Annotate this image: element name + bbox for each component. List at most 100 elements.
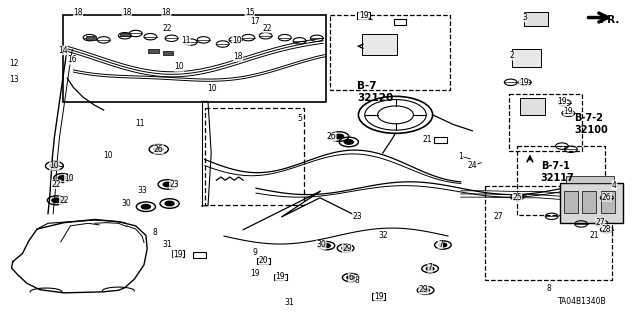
Circle shape [344,140,353,144]
Text: 27: 27 [493,212,503,221]
Text: 8: 8 [355,276,360,285]
Text: 19: 19 [374,292,384,300]
Bar [330,15,450,90]
Text: 22: 22 [52,180,61,189]
Text: 18: 18 [234,52,243,61]
Bar [520,98,545,115]
Bar [512,49,541,67]
Text: 32: 32 [378,231,388,240]
Text: 31: 31 [163,241,173,249]
Text: 23: 23 [169,180,179,189]
Text: 27: 27 [595,218,605,227]
Text: 19: 19 [358,11,369,20]
Text: TA04B1340B: TA04B1340B [558,297,607,306]
Text: 30: 30 [316,241,326,249]
Text: B-7
32120: B-7 32120 [357,81,394,103]
Bar [524,12,548,26]
Text: 17: 17 [250,17,260,26]
Bar [601,191,615,213]
Text: 28: 28 [602,225,611,234]
Text: 22: 22 [163,24,172,33]
Text: 19: 19 [518,78,529,87]
Bar [372,293,385,300]
Text: 1: 1 [458,152,463,161]
Text: 26: 26 [154,145,164,154]
Text: 10: 10 [102,151,113,160]
Text: 10: 10 [207,84,218,93]
Bar [148,49,159,53]
Text: 30: 30 [122,199,132,208]
Text: 3: 3 [522,13,527,22]
Bar [86,36,96,40]
Text: 19: 19 [250,269,260,278]
Text: 15: 15 [244,8,255,17]
Text: 19: 19 [563,107,573,115]
Text: 16: 16 [67,56,77,64]
Bar [560,183,623,223]
Circle shape [439,243,447,247]
Text: 14: 14 [58,46,68,55]
Text: 19: 19 [557,97,567,106]
Text: 12: 12 [10,59,19,68]
Circle shape [323,244,330,248]
Text: 23: 23 [352,212,362,221]
Text: 26: 26 [326,132,337,141]
Bar [582,191,596,213]
Text: 7: 7 [428,263,433,272]
Bar [172,250,184,257]
Text: 11: 11 [181,36,190,45]
Circle shape [347,276,355,279]
Text: 24: 24 [467,161,477,170]
Circle shape [50,164,59,168]
Bar [63,15,326,102]
Bar [362,34,397,55]
Circle shape [154,147,163,152]
Text: 18: 18 [122,8,131,17]
Bar [163,51,173,55]
Text: 8: 8 [547,284,552,293]
Bar [434,137,447,143]
Circle shape [163,182,172,187]
Text: 10: 10 [232,36,242,45]
Text: 10: 10 [64,174,74,183]
Text: FR.: FR. [600,15,620,25]
Circle shape [58,176,67,180]
Text: 5: 5 [297,114,302,122]
Bar [509,94,582,151]
Text: 19: 19 [275,272,285,281]
Text: B-7-2
32100: B-7-2 32100 [574,113,608,135]
Bar [120,33,130,36]
Bar [274,274,287,280]
Circle shape [335,134,344,139]
Text: 7: 7 [438,240,443,249]
Text: 4: 4 [612,181,617,189]
Text: 18: 18 [74,8,83,17]
Text: 29: 29 [342,244,352,253]
Circle shape [426,267,434,271]
Circle shape [52,198,61,203]
Circle shape [165,201,174,206]
Bar [193,252,206,258]
Circle shape [342,246,349,250]
Bar [394,19,406,25]
Circle shape [141,204,150,209]
Bar [205,108,304,205]
Text: 22: 22 [263,24,272,33]
Text: 8: 8 [152,228,157,237]
Circle shape [422,288,429,292]
Text: 10: 10 [174,63,184,71]
Text: 29: 29 [419,285,429,294]
Text: 33: 33 [137,186,147,195]
Text: 21: 21 [423,135,432,144]
Text: 20: 20 [259,256,269,265]
Text: 11: 11 [135,119,144,128]
Text: 6: 6 [348,273,353,282]
Text: 25: 25 [512,193,522,202]
Text: 18: 18 [162,8,171,17]
Text: 19: 19 [173,250,183,259]
Text: 10: 10 [49,161,60,170]
Text: 31: 31 [284,298,294,307]
Text: 22: 22 [60,196,68,205]
Bar [564,191,578,213]
Text: 13: 13 [9,75,19,84]
